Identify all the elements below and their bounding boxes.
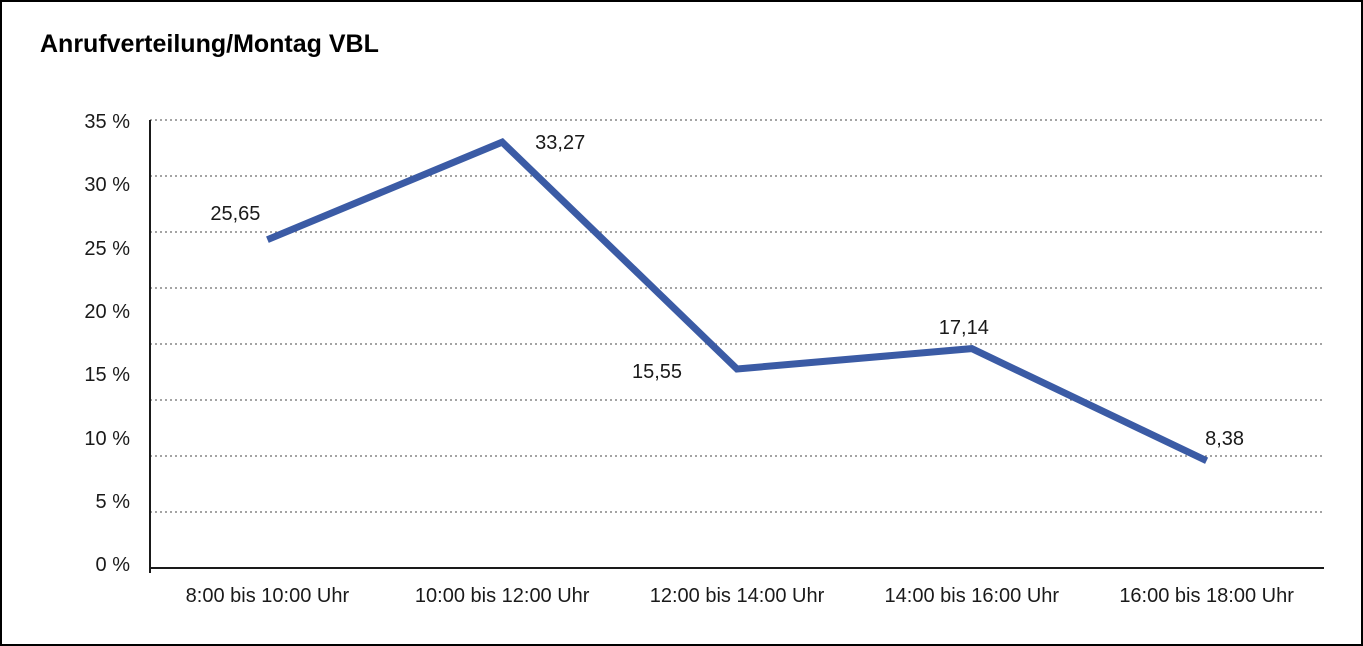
y-tick-label: 30 %: [84, 174, 130, 197]
x-tick-label: 10:00 bis 12:00 Uhr: [414, 585, 590, 607]
x-tick-label: 14:00 bis 16:00 Uhr: [884, 585, 1060, 607]
data-label: 25,65: [210, 202, 261, 225]
x-tick-label: 8:00 bis 10:00 Uhr: [185, 585, 350, 607]
y-tick-label: 35 %: [84, 111, 130, 133]
series-line: [266, 138, 1209, 464]
y-tick-label: 0 %: [95, 554, 130, 577]
y-tick-label: 10 %: [84, 427, 130, 450]
y-tick-label: 5 %: [95, 490, 130, 513]
data-label: 33,27: [535, 132, 586, 155]
data-label: 15,55: [631, 360, 683, 383]
x-tick-label: 16:00 bis 18:00 Uhr: [1119, 585, 1294, 607]
y-tick-label: 25 %: [84, 237, 130, 260]
data-label: 17,14: [938, 316, 989, 339]
data-label: 8,38: [1205, 427, 1245, 450]
chart-title: Anrufverteilung/Montag VBL: [40, 30, 379, 58]
y-tick-label: 20 %: [84, 300, 130, 323]
x-tick-label: 12:00 bis 14:00 Uhr: [649, 585, 825, 607]
y-tick-label: 15 %: [84, 364, 130, 387]
